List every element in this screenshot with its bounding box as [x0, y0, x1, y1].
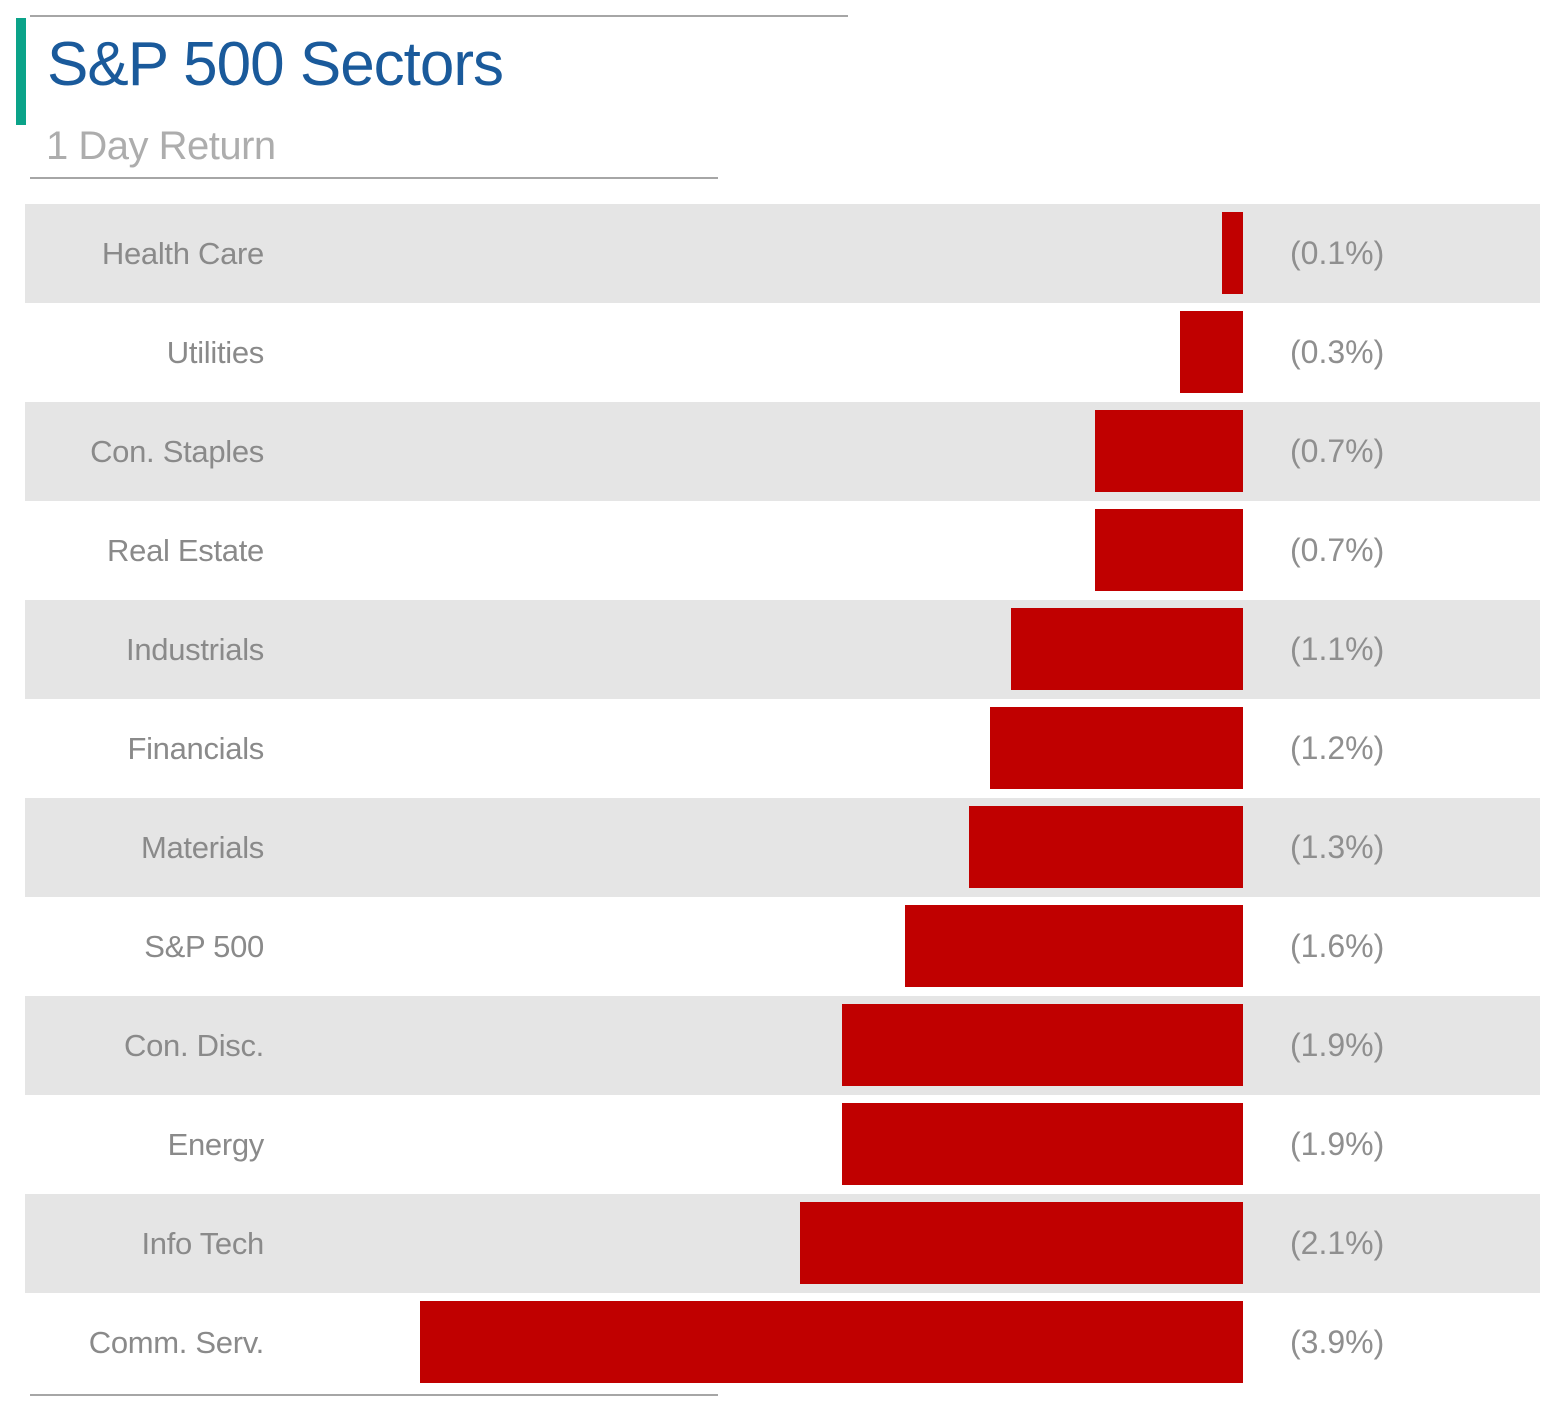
bar-track	[264, 798, 1243, 897]
negative-return-bar	[1095, 410, 1243, 492]
category-label: Info Tech	[141, 1225, 264, 1261]
value-label: (1.6%)	[1290, 928, 1385, 964]
chart-row: Energy (1.9%)	[25, 1095, 1540, 1194]
chart-row: Industrials (1.1%)	[25, 600, 1540, 699]
bar-track	[264, 1293, 1243, 1392]
chart-row: Financials (1.2%)	[25, 699, 1540, 798]
negative-return-bar	[1011, 608, 1243, 690]
bar-track	[264, 600, 1243, 699]
value-label: (1.2%)	[1290, 730, 1385, 766]
category-label: Materials	[140, 829, 264, 865]
category-label: Energy	[167, 1126, 265, 1162]
chart-row: Info Tech (2.1%)	[25, 1194, 1540, 1293]
negative-return-bar	[1180, 311, 1243, 393]
value-label: (0.7%)	[1290, 433, 1385, 469]
category-label: Utilities	[166, 334, 265, 370]
bar-track	[264, 402, 1243, 501]
value-label: (0.1%)	[1290, 235, 1385, 271]
negative-return-bar	[842, 1004, 1243, 1086]
chart-row: Comm. Serv. (3.9%)	[25, 1293, 1540, 1392]
chart-row: Health Care (0.1%)	[25, 204, 1540, 303]
category-label: Con. Staples	[90, 433, 264, 469]
value-label: (1.1%)	[1290, 631, 1385, 667]
category-label: S&P 500	[144, 928, 264, 964]
title-accent-bar	[16, 18, 26, 125]
category-label: Industrials	[126, 631, 264, 667]
chart-row: S&P 500 (1.6%)	[25, 897, 1540, 996]
value-label: (1.9%)	[1290, 1126, 1385, 1162]
chart-subtitle: 1 Day Return	[46, 124, 276, 168]
bar-chart: Health Care (0.1%) Utilities (0.3%) Con. Sta…	[25, 204, 1540, 1392]
bar-track	[264, 996, 1243, 1095]
negative-return-bar	[420, 1301, 1243, 1383]
bar-track	[264, 1095, 1243, 1194]
value-label: (0.3%)	[1290, 334, 1385, 370]
category-label: Real Estate	[107, 532, 264, 568]
chart-title: S&P 500 Sectors	[47, 30, 504, 99]
category-label: Financials	[127, 730, 264, 766]
bar-track	[264, 699, 1243, 798]
value-label: (0.7%)	[1290, 532, 1385, 568]
value-label: (2.1%)	[1290, 1225, 1385, 1261]
value-label: (1.9%)	[1290, 1027, 1385, 1063]
category-label: Con. Disc.	[124, 1027, 264, 1063]
negative-return-bar	[1222, 212, 1243, 294]
chart-row: Materials (1.3%)	[25, 798, 1540, 897]
top-divider	[30, 15, 848, 17]
negative-return-bar	[1095, 509, 1243, 591]
subtitle-divider	[30, 177, 718, 179]
negative-return-bar	[842, 1103, 1243, 1185]
bottom-divider	[30, 1394, 718, 1396]
negative-return-bar	[800, 1202, 1243, 1284]
negative-return-bar	[905, 905, 1243, 987]
value-label: (1.3%)	[1290, 829, 1385, 865]
chart-row: Utilities (0.3%)	[25, 303, 1540, 402]
category-label: Health Care	[101, 235, 264, 271]
chart-row: Con. Staples (0.7%)	[25, 402, 1540, 501]
negative-return-bar	[969, 806, 1243, 888]
bar-track	[264, 897, 1243, 996]
chart-row: Real Estate (0.7%)	[25, 501, 1540, 600]
bar-track	[264, 1194, 1243, 1293]
chart-row: Con. Disc. (1.9%)	[25, 996, 1540, 1095]
category-label: Comm. Serv.	[88, 1324, 265, 1360]
bar-track	[264, 501, 1243, 600]
bar-track	[264, 204, 1243, 303]
bar-track	[264, 303, 1243, 402]
negative-return-bar	[990, 707, 1243, 789]
value-label: (3.9%)	[1290, 1324, 1385, 1360]
